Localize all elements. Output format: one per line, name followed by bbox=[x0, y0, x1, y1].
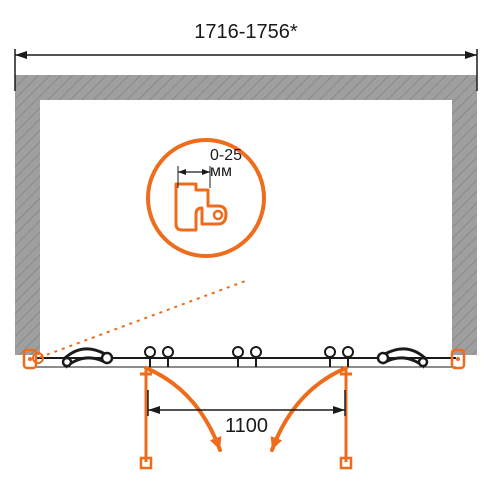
door-handle bbox=[140, 370, 152, 468]
dim-top-value: 1716-1756* bbox=[194, 21, 298, 43]
door-handle bbox=[340, 370, 352, 468]
detail-dim-value: 0-25 bbox=[210, 147, 242, 164]
callout-leader bbox=[38, 281, 245, 358]
detail-dim-unit: мм bbox=[210, 163, 232, 180]
technical-drawing: 1716-1756* 1100 0-25мм bbox=[0, 0, 500, 500]
dim-bottom-value: 1100 bbox=[225, 415, 268, 437]
